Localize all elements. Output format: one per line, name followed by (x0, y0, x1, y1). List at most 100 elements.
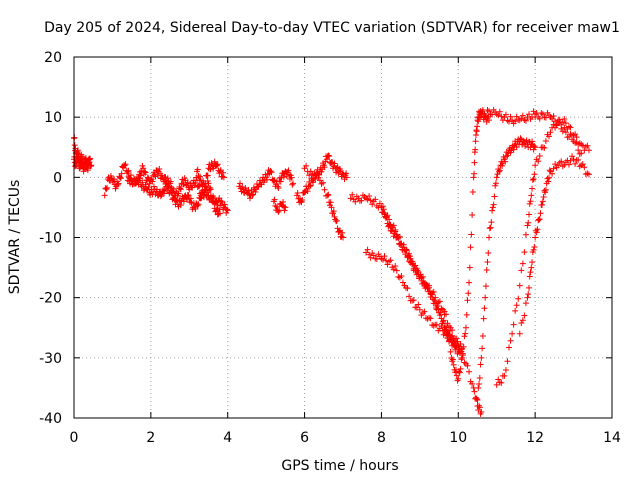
data-point-dense (318, 168, 325, 175)
data-point-dense (327, 199, 334, 206)
data-point (217, 168, 224, 175)
data-point-dense (479, 345, 486, 352)
data-point-dense (573, 134, 580, 141)
data-point-dense (464, 297, 471, 304)
data-point (455, 375, 462, 382)
data-point-dense (535, 158, 542, 165)
data-point-dense (510, 146, 517, 153)
data-point-dense (197, 173, 204, 180)
data-point-dense (472, 146, 479, 153)
data-point-dense (273, 203, 280, 210)
data-point-dense (392, 227, 399, 234)
data-point-dense (204, 172, 211, 179)
y-tick-label: -40 (39, 411, 62, 427)
data-point-dense (469, 380, 476, 387)
data-point-dense (413, 265, 420, 272)
data-point-dense (506, 118, 513, 125)
data-point-dense (150, 183, 157, 190)
data-point (197, 195, 204, 202)
data-point-dense (539, 201, 546, 208)
data-point (447, 348, 454, 355)
data-point-dense (517, 135, 524, 142)
data-point-dense (216, 206, 223, 213)
data-point-dense (444, 335, 451, 342)
data-point-dense (449, 327, 456, 334)
data-point-dense (452, 366, 459, 373)
data-point-dense (502, 366, 509, 373)
data-point (455, 342, 462, 349)
data-point-dense (529, 259, 536, 266)
data-point-dense (542, 137, 549, 144)
data-point-dense (559, 128, 566, 135)
data-point-dense (506, 344, 513, 351)
data-point (509, 117, 516, 124)
data-point-dense (165, 183, 172, 190)
data-point-dense (530, 246, 537, 253)
data-point-dense (306, 183, 313, 190)
x-tick-label: 14 (603, 430, 621, 446)
data-point-dense (466, 368, 473, 375)
data-point-dense (460, 343, 467, 350)
data-point-dense (177, 186, 184, 193)
data-point-dense (449, 356, 456, 363)
data-point-dense (303, 162, 310, 169)
data-point-dense (476, 375, 483, 382)
data-point-dense (536, 153, 543, 160)
data-point-dense (247, 195, 254, 202)
data-point-dense (550, 165, 557, 172)
data-point-dense (522, 117, 529, 124)
data-point-dense (526, 200, 533, 207)
data-points (71, 106, 592, 417)
data-point-dense (525, 111, 532, 118)
data-point (466, 264, 473, 271)
data-point-dense (406, 293, 413, 300)
data-point (478, 408, 485, 415)
data-point-dense (216, 195, 223, 202)
data-point-dense (531, 244, 538, 251)
data-point-dense (546, 167, 553, 174)
data-point-dense (480, 315, 487, 322)
data-point-dense (195, 201, 202, 208)
data-point-dense (469, 188, 476, 195)
data-point (489, 204, 496, 211)
data-point-dense (104, 184, 111, 191)
data-point (309, 171, 316, 178)
data-point-dense (529, 185, 536, 192)
data-point (459, 354, 466, 361)
data-point-dense (333, 164, 340, 171)
data-point-dense (121, 162, 128, 169)
data-point-dense (177, 185, 184, 192)
data-point-dense (567, 124, 574, 131)
data-point-dense (579, 161, 586, 168)
data-point-dense (207, 184, 214, 191)
data-point (528, 264, 535, 271)
data-point-dense (321, 186, 328, 193)
data-point (217, 210, 224, 217)
data-point (486, 234, 493, 241)
data-point-dense (510, 321, 517, 328)
data-point-dense (358, 197, 365, 204)
data-point-dense (210, 199, 217, 206)
data-point (316, 177, 323, 184)
data-point-dense (211, 158, 218, 165)
data-point-dense (330, 208, 337, 215)
data-point (340, 234, 346, 241)
data-point-dense (446, 338, 453, 345)
data-point-dense (567, 157, 574, 164)
data-point-dense (486, 225, 493, 232)
data-point-dense (427, 315, 434, 322)
data-point-dense (210, 198, 217, 205)
data-point (324, 192, 331, 199)
data-point (493, 174, 500, 181)
data-point-dense (110, 176, 117, 183)
data-point-dense (482, 283, 489, 290)
data-point-dense (415, 301, 422, 308)
data-point-dense (519, 112, 526, 119)
data-point-dense (525, 291, 532, 298)
data-point-dense (204, 189, 211, 196)
x-tick-label: 6 (300, 430, 309, 446)
data-point-dense (529, 138, 536, 145)
data-point-dense (146, 180, 153, 187)
data-point-dense (445, 331, 452, 338)
data-point-dense (299, 197, 306, 204)
